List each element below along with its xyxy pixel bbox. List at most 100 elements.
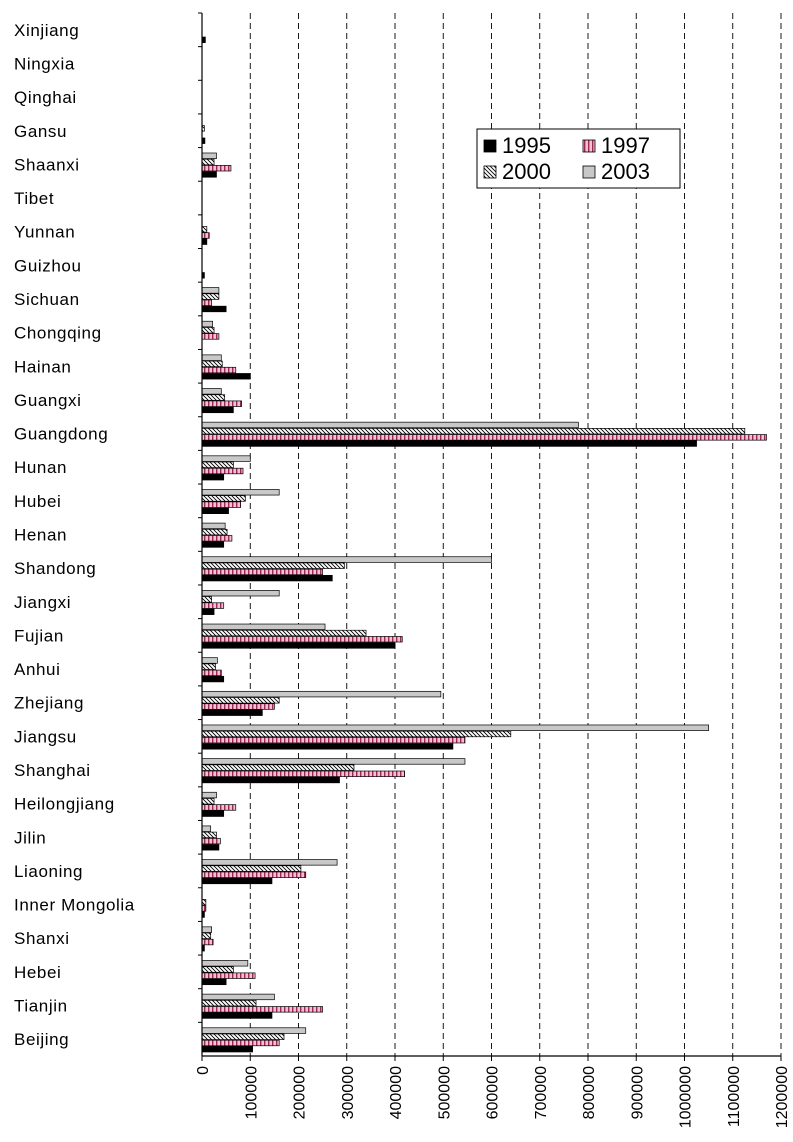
bar-shanxi-2003: [201, 926, 212, 933]
bar-sichuan-1995: [201, 305, 227, 313]
bar-chongqing-2003: [201, 320, 213, 328]
bar-hubei-2003: [201, 489, 280, 496]
legend-box: [476, 128, 681, 189]
bar-chongqing-2000: [201, 327, 215, 334]
category-label-hainan: Hainan: [14, 357, 71, 376]
bar-hunan-2003: [201, 455, 251, 462]
legend-swatch-1995: [483, 139, 497, 153]
category-label-zhejiang: Zhejiang: [14, 694, 84, 713]
axes-group: [198, 12, 782, 1061]
bar-guangdong-2003: [201, 421, 579, 429]
bar-jiangxi-2003: [201, 590, 280, 597]
bar-beijing-2000: [201, 1033, 285, 1040]
x-tick-label-100000: 100000: [243, 1066, 260, 1119]
bar-zhejiang-2000: [201, 697, 280, 704]
bar-jiangxi-1997: [201, 602, 225, 609]
category-label-yunnan: Yunnan: [14, 223, 75, 242]
category-label-fujian: Fujian: [14, 626, 64, 645]
bar-jiangsu-2003: [201, 724, 709, 731]
legend-label-2003: 2003: [601, 159, 650, 184]
category-label-hubei: Hubei: [14, 492, 61, 511]
bar-shanghai-1997: [201, 770, 405, 777]
bar-shandong-2003: [201, 556, 492, 563]
bar-liaoning-2000: [201, 865, 302, 872]
category-label-hunan: Hunan: [14, 458, 67, 477]
category-label-jiangxi: Jiangxi: [14, 593, 71, 612]
x-tick-label-500000: 500000: [436, 1066, 453, 1119]
category-label-henan: Henan: [14, 526, 67, 545]
bar-beijing-1997: [201, 1039, 280, 1047]
bar-guangdong-2000: [201, 428, 746, 435]
bar-jiangsu-2000: [201, 730, 512, 738]
bar-heilongjiang-2000: [201, 798, 215, 805]
bar-heilongjiang-2003: [201, 791, 217, 799]
category-label-shandong: Shandong: [14, 559, 96, 578]
bar-shanxi-1997: [201, 938, 214, 946]
bar-hunan-1995: [201, 474, 225, 481]
category-label-gansu: Gansu: [14, 122, 67, 141]
bar-jiangsu-1995: [201, 743, 454, 750]
category-label-jilin: Jilin: [14, 828, 46, 847]
category-label-xinjiang: Xinjiang: [14, 21, 79, 40]
bar-shandong-1995: [201, 574, 333, 582]
category-label-shaanxi: Shaanxi: [14, 155, 80, 174]
bar-anhui-1997: [201, 669, 222, 677]
x-tick-label-700000: 700000: [533, 1066, 550, 1119]
bar-guangxi-2000: [201, 394, 226, 401]
category-label-beijing: Beijing: [14, 1030, 69, 1049]
category-label-jiangsu: Jiangsu: [14, 727, 77, 746]
bar-sichuan-2003: [201, 287, 220, 294]
bar-anhui-2000: [201, 663, 216, 670]
bar-henan-1995: [201, 541, 225, 548]
bar-yunnan-2000: [201, 226, 208, 233]
bar-henan-2003: [201, 522, 226, 530]
bar-hebei-1995: [201, 978, 227, 986]
x-tick-label-1000000: 1000000: [678, 1066, 695, 1128]
legend: 1995 1997 2000 2003: [476, 128, 681, 189]
bar-hubei-1995: [201, 507, 229, 515]
bar-tianjin-2003: [201, 993, 275, 1001]
bar-shaanxi-2003: [201, 152, 217, 159]
category-label-guizhou: Guizhou: [14, 256, 82, 275]
bar-anhui-2003: [201, 657, 218, 664]
x-tick-label-0: 0: [195, 1066, 212, 1075]
bar-shandong-2000: [201, 562, 345, 569]
bar-hunan-2000: [201, 461, 234, 468]
category-label-chongqing: Chongqing: [14, 324, 102, 343]
category-label-inner-mongolia: Inner Mongolia: [14, 896, 135, 915]
x-tick-label-1100000: 1100000: [726, 1066, 743, 1127]
category-label-sichuan: Sichuan: [14, 290, 80, 309]
category-label-anhui: Anhui: [14, 660, 60, 679]
bar-jiangxi-2000: [201, 596, 212, 603]
category-label-shanxi: Shanxi: [14, 929, 70, 948]
category-label-guangxi: Guangxi: [14, 391, 82, 410]
bar-liaoning-1995: [201, 877, 273, 885]
bar-shanghai-2000: [201, 764, 355, 771]
bar-anhui-1995: [201, 675, 225, 683]
x-tick-label-600000: 600000: [485, 1066, 502, 1119]
bar-sichuan-2000: [201, 293, 220, 300]
category-label-liaoning: Liaoning: [14, 862, 83, 881]
bar-tianjin-1997: [201, 1006, 323, 1013]
x-tick-label-800000: 800000: [581, 1066, 598, 1119]
legend-label-2000: 2000: [502, 159, 551, 184]
bar-hainan-1995: [201, 373, 251, 380]
bar-beijing-2003: [201, 1027, 307, 1034]
bar-hebei-2003: [201, 960, 249, 967]
bar-tianjin-1995: [201, 1012, 273, 1019]
bar-hunan-1997: [201, 467, 244, 475]
bar-henan-2000: [201, 528, 228, 536]
category-label-guangdong: Guangdong: [14, 425, 108, 444]
category-label-ningxia: Ningxia: [14, 54, 75, 73]
category-labels: Xinjiang Ningxia Qinghai Gansu Shaanxi Tibet Y…: [14, 21, 135, 1049]
legend-label-1995: 1995: [502, 133, 551, 158]
bar-henan-1997: [201, 535, 233, 542]
bar-zhejiang-1995: [201, 709, 263, 716]
bar-shanghai-2003: [201, 758, 466, 765]
bar-guangdong-1995: [201, 440, 697, 447]
bar-hainan-2003: [201, 354, 222, 361]
bar-jilin-1997: [201, 837, 221, 845]
bar-jilin-1995: [201, 844, 220, 851]
bar-fujian-2003: [201, 623, 326, 630]
bar-shaanxi-2000: [201, 158, 215, 166]
